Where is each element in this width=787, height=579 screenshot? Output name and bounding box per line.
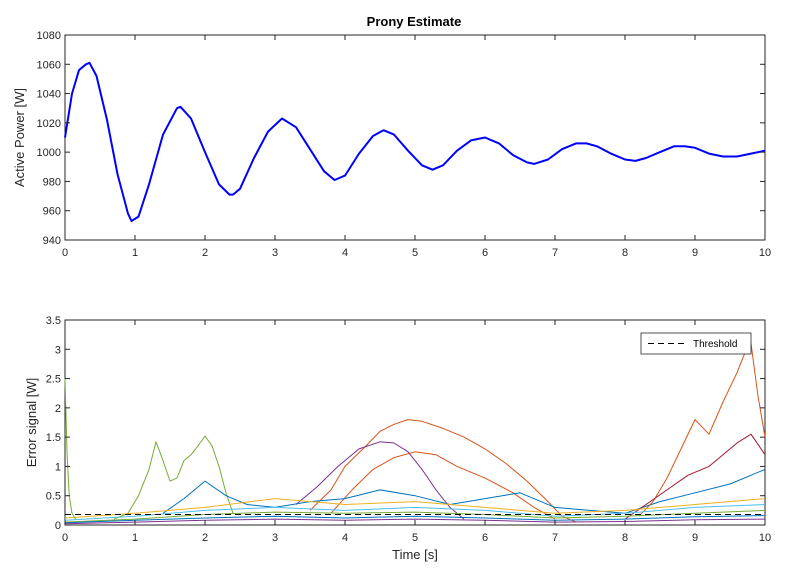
bottom-plot-series-line: [624, 433, 766, 520]
bottom-plot-series-line: [162, 468, 766, 514]
top-plot-ytick-label: 1060: [37, 59, 61, 71]
top-plot-xtick-label: 7: [552, 247, 558, 259]
top-plot-xtick-label: 2: [202, 247, 208, 259]
bottom-plot-xtick-label: 10: [759, 532, 771, 544]
bottom-plot-ytick-label: 1.5: [46, 432, 61, 444]
bottom-plot-series-line: [330, 451, 556, 520]
bottom-plot-xtick-label: 2: [202, 532, 208, 544]
top-plot-ytick-label: 980: [43, 176, 61, 188]
top-plot-xtick-label: 8: [622, 247, 628, 259]
bottom-plot-series: [64, 342, 766, 525]
top-plot-xtick-label: 4: [342, 247, 348, 259]
bottom-plot-series-line: [64, 504, 766, 521]
top-plot-ytick-label: 940: [43, 235, 61, 247]
bottom-plot-ytick-label: 2: [55, 403, 61, 415]
bottom-plot-xtick-label: 9: [692, 532, 698, 544]
bottom-plot-xtick-label: 5: [412, 532, 418, 544]
top-plot-xtick-label: 5: [412, 247, 418, 259]
top-plot-ticks: 0 1 2 3 4 5 6 7 8 9 10 940 960 980 1000 1020 1040 1060 108…: [37, 30, 772, 259]
top-plot-xtick-label: 0: [62, 247, 68, 259]
bottom-plot-series-line: [638, 342, 766, 517]
bottom-plot: 0 1 2 3 4 5 6 7 8 9 10 0 0.5 1 1.5 2 2.5 3 3.5 Error signa…: [24, 315, 771, 562]
bottom-plot-ticks: 0 1 2 3 4 5 6 7 8 9 10 0 0.5 1 1.5 2 2.5 3 3.5: [46, 315, 771, 544]
top-plot-xtick-label: 6: [482, 247, 488, 259]
bottom-plot-xtick-label: 3: [272, 532, 278, 544]
top-plot-ytick-label: 1020: [37, 118, 61, 130]
bottom-plot-xtick-label: 4: [342, 532, 348, 544]
bottom-plot-series-line: [113, 435, 234, 520]
top-plot-ytick-label: 1000: [37, 147, 61, 159]
bottom-plot-series-line: [64, 498, 766, 519]
bottom-plot-xlabel: Time [s]: [392, 547, 438, 562]
bottom-plot-series-line: [309, 419, 577, 523]
bottom-plot-ytick-label: 2.5: [46, 374, 61, 386]
top-plot-xtick-label: 9: [692, 247, 698, 259]
bottom-plot-series-line: [64, 518, 766, 525]
bottom-plot-ylabel: Error signal [W]: [24, 378, 39, 468]
top-plot-series: [64, 61, 766, 222]
top-plot-ylabel: Active Power [W]: [12, 88, 27, 187]
top-plot-series-line: [64, 61, 766, 222]
bottom-plot-xtick-label: 6: [482, 532, 488, 544]
top-plot-frame: [64, 34, 766, 241]
top-plot: Prony Estimate 0 1 2 3 4 5 6 7 8 9 10 940 960 980 1000…: [12, 14, 771, 259]
bottom-plot-xtick-label: 8: [622, 532, 628, 544]
top-plot-xtick-label: 3: [272, 247, 278, 259]
bottom-plot-series-line: [295, 441, 465, 520]
bottom-plot-ytick-label: 0.5: [46, 491, 61, 503]
top-plot-xtick-label: 1: [132, 247, 138, 259]
bottom-plot-xtick-label: 0: [62, 532, 68, 544]
top-plot-ytick-label: 960: [43, 206, 61, 218]
bottom-plot-series-line: [64, 515, 766, 524]
bottom-plot-ytick-label: 3.5: [46, 315, 61, 327]
legend: Threshold: [640, 332, 752, 355]
bottom-plot-series-line: [64, 509, 766, 523]
legend-threshold-label: Threshold: [693, 339, 737, 350]
top-plot-xtick-label: 10: [759, 247, 771, 259]
bottom-plot-xtick-label: 7: [552, 532, 558, 544]
bottom-plot-ytick-label: 1: [55, 461, 61, 473]
bottom-plot-ytick-label: 0: [55, 520, 61, 532]
top-plot-ytick-label: 1080: [37, 30, 61, 42]
top-plot-ytick-label: 1040: [37, 89, 61, 101]
bottom-plot-ytick-label: 3: [55, 344, 61, 356]
legend-box: [640, 332, 752, 355]
top-plot-title: Prony Estimate: [367, 14, 462, 29]
bottom-plot-xtick-label: 1: [132, 532, 138, 544]
